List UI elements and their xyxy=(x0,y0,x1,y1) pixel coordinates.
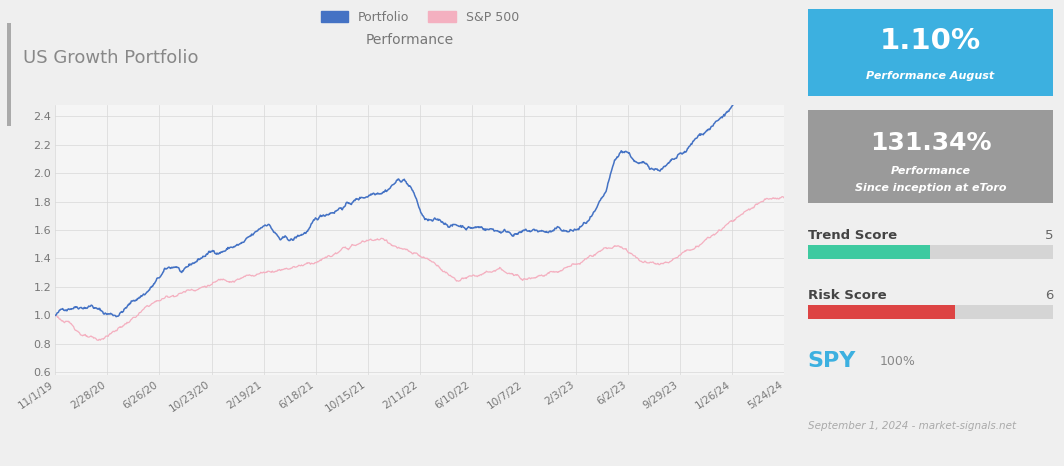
Text: Trend Score: Trend Score xyxy=(808,229,897,242)
Legend: Portfolio, S&P 500: Portfolio, S&P 500 xyxy=(320,11,519,24)
Bar xyxy=(808,245,1053,259)
Text: US Growth Portfolio: US Growth Portfolio xyxy=(23,49,199,67)
Text: Risk Score: Risk Score xyxy=(808,289,886,302)
Text: 5: 5 xyxy=(1045,229,1053,242)
Bar xyxy=(808,110,1053,203)
Text: Performance August: Performance August xyxy=(866,71,995,82)
Text: SPY: SPY xyxy=(808,351,857,371)
Bar xyxy=(808,9,1053,96)
Text: Performance: Performance xyxy=(891,166,970,176)
Text: 100%: 100% xyxy=(880,355,916,368)
Text: 131.34%: 131.34% xyxy=(869,131,992,155)
Text: Since inception at eToro: Since inception at eToro xyxy=(854,183,1007,193)
Bar xyxy=(808,305,955,319)
Bar xyxy=(808,305,1053,319)
Text: 6: 6 xyxy=(1045,289,1053,302)
Text: Performance: Performance xyxy=(366,33,453,47)
Text: September 1, 2024 - market-signals.net: September 1, 2024 - market-signals.net xyxy=(808,421,1016,432)
Bar xyxy=(808,245,930,259)
Text: 1.10%: 1.10% xyxy=(880,27,981,55)
